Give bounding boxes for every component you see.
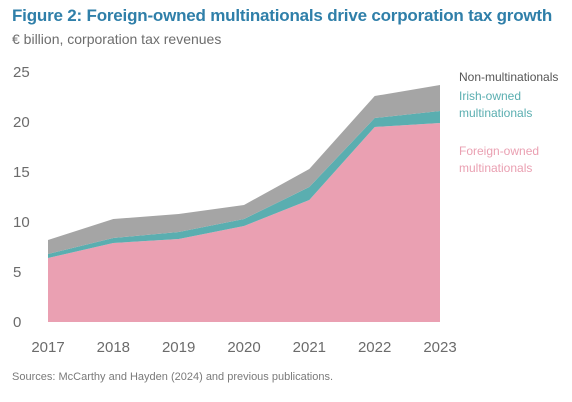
series-labels: Foreign-owned multinationals Irish-owned mu… xyxy=(459,70,558,175)
series-label-1: Foreign-owned multinationals xyxy=(459,144,539,175)
x-tick-label: 2019 xyxy=(162,339,195,356)
area-series-3 xyxy=(48,85,440,254)
x-tick-label: 2023 xyxy=(423,339,456,356)
y-tick-label: 0 xyxy=(13,314,21,331)
figure-subtitle: € billion, corporation tax revenues xyxy=(12,31,222,47)
series-label-3: Non-multinationals xyxy=(459,70,558,84)
y-tick-label: 20 xyxy=(13,114,30,131)
x-tick-label: 2021 xyxy=(293,339,326,356)
x-axis-ticks: 2017 2018 2019 2020 2021 2022 2023 xyxy=(31,339,456,356)
x-tick-label: 2020 xyxy=(227,339,260,356)
series-label-2: Irish-owned multinationals xyxy=(459,89,532,120)
x-tick-label: 2017 xyxy=(31,339,64,356)
figure-title: Figure 2: Foreign-owned multinationals d… xyxy=(12,6,553,25)
area-series-1 xyxy=(48,123,440,322)
chart-areas xyxy=(48,85,440,322)
source-note: Sources: McCarthy and Hayden (2024) and … xyxy=(12,371,334,383)
y-axis-ticks: 0 5 10 15 20 25 xyxy=(13,64,30,331)
x-tick-label: 2022 xyxy=(358,339,391,356)
y-tick-label: 25 xyxy=(13,64,30,81)
y-tick-label: 15 xyxy=(13,164,30,181)
x-tick-label: 2018 xyxy=(97,339,130,356)
y-tick-label: 10 xyxy=(13,214,30,231)
y-tick-label: 5 xyxy=(13,264,21,281)
